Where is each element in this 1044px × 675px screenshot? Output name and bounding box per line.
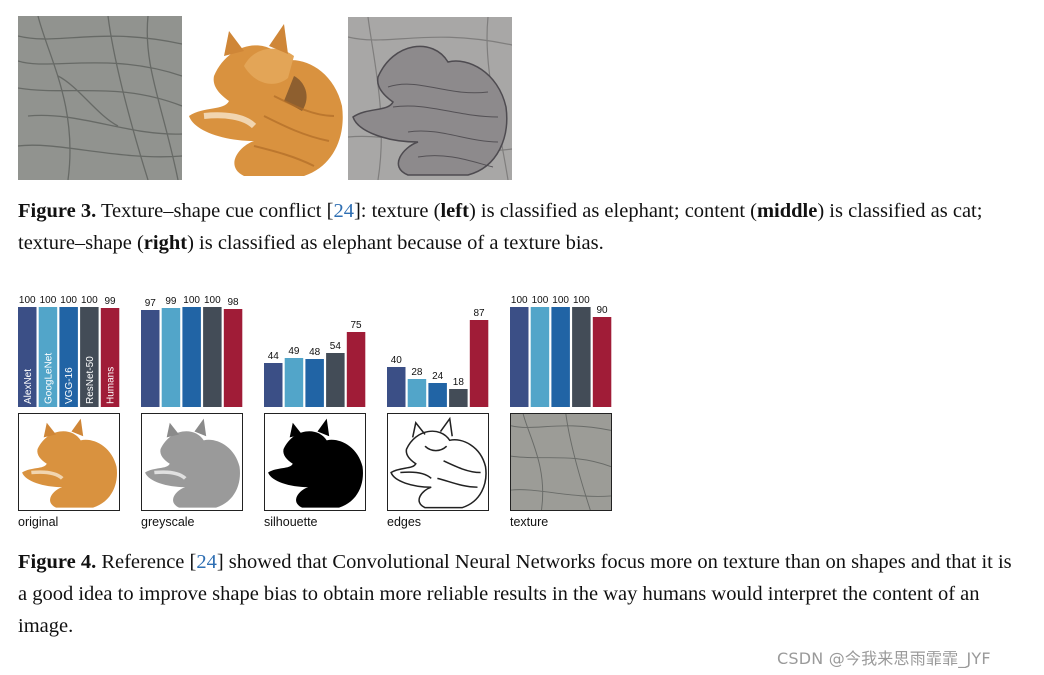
data-label: 49 xyxy=(288,346,300,357)
bar-original-humans xyxy=(100,308,120,407)
bar-edges-resnet-50 xyxy=(449,389,468,407)
bar-greyscale-googlenet xyxy=(161,308,181,407)
bar-original-alexnet xyxy=(18,307,37,407)
reference-link[interactable]: 24 xyxy=(196,551,217,573)
thumbnail-silhouette xyxy=(264,413,366,511)
bar-texture-vgg-16 xyxy=(551,307,570,407)
thumbnail-original xyxy=(18,413,120,511)
data-label: 100 xyxy=(60,295,77,306)
data-label: 98 xyxy=(227,297,239,308)
bar-original-vgg-16 xyxy=(59,307,78,407)
bar-silhouette-humans xyxy=(346,332,366,407)
panel-greyscale: 97 99 100 100 98 greyscale xyxy=(141,285,245,530)
bar-chart-greyscale: 97 99 100 100 98 xyxy=(141,295,243,407)
data-label: 99 xyxy=(104,296,116,307)
data-label: 48 xyxy=(309,347,321,358)
figure-3-label: Figure 3. xyxy=(18,200,97,222)
bar-silhouette-googlenet xyxy=(284,358,304,407)
series-label: ResNet-50 xyxy=(85,356,96,404)
data-label: 100 xyxy=(511,295,528,306)
bar-chart-silhouette: 44 49 48 54 75 xyxy=(264,320,366,407)
data-label: 100 xyxy=(40,295,57,306)
bar-edges-humans xyxy=(469,320,489,407)
bar-edges-vgg-16 xyxy=(428,383,447,407)
figure-4-caption: Figure 4. Reference [24] showed that Con… xyxy=(18,551,1012,637)
data-label: 100 xyxy=(183,295,200,306)
data-label: 18 xyxy=(453,377,465,388)
condition-label: silhouette xyxy=(264,515,318,529)
series-label: VGG-16 xyxy=(64,367,75,404)
bar-texture-humans xyxy=(592,317,612,407)
data-label: 99 xyxy=(165,296,177,307)
data-label: 100 xyxy=(532,295,549,306)
condition-label: texture xyxy=(510,515,549,529)
bar-greyscale-alexnet xyxy=(141,310,160,407)
figure-4-label: Figure 4. xyxy=(18,551,97,573)
panel-original: 100 AlexNet 100 GoogLeNet 100 VGG-16 100 ResNet… xyxy=(18,285,122,530)
data-label: 54 xyxy=(330,341,342,352)
bar-texture-resnet-50 xyxy=(572,307,591,407)
data-label: 100 xyxy=(573,295,590,306)
data-label: 100 xyxy=(552,295,569,306)
series-label: AlexNet xyxy=(23,369,34,404)
data-label: 28 xyxy=(411,367,423,378)
bar-greyscale-resnet-50 xyxy=(203,307,222,407)
data-label: 40 xyxy=(391,355,403,366)
data-label: 90 xyxy=(596,305,608,316)
bar-chart-edges: 40 28 24 18 87 xyxy=(387,308,489,407)
condition-label: edges xyxy=(387,515,422,529)
bar-silhouette-resnet-50 xyxy=(326,353,345,407)
elephant-texture-image xyxy=(18,16,182,180)
bar-silhouette-alexnet xyxy=(264,363,283,407)
data-label: 75 xyxy=(350,320,362,331)
bar-texture-alexnet xyxy=(510,307,529,407)
data-label: 87 xyxy=(473,308,485,319)
data-label: 100 xyxy=(204,295,221,306)
bar-original-resnet-50 xyxy=(80,307,99,407)
thumbnail-edges xyxy=(387,413,489,511)
panel-edges: 40 28 24 18 87 edges xyxy=(387,285,491,530)
data-label: 44 xyxy=(268,351,280,362)
reference-link[interactable]: 24 xyxy=(333,200,354,222)
thumbnail-texture xyxy=(510,413,612,511)
bar-greyscale-humans xyxy=(223,309,243,407)
condition-label: greyscale xyxy=(141,515,195,529)
data-label: 97 xyxy=(145,298,157,309)
bar-edges-googlenet xyxy=(407,379,427,407)
data-label: 24 xyxy=(432,371,444,382)
condition-label: original xyxy=(18,515,59,529)
figure-3-caption: Figure 3. Texture–shape cue conflict [24… xyxy=(18,200,983,254)
data-label: 100 xyxy=(81,295,98,306)
bar-silhouette-vgg-16 xyxy=(305,359,324,407)
bar-original-googlenet xyxy=(38,307,58,407)
series-label: Humans xyxy=(106,367,117,404)
bar-chart-original: 100 AlexNet 100 GoogLeNet 100 VGG-16 100 ResNet… xyxy=(18,295,120,407)
texture-shape-conflict-image xyxy=(348,17,512,180)
bar-greyscale-vgg-16 xyxy=(182,307,201,407)
panel-texture: 100 100 100 100 90 texture xyxy=(510,285,614,530)
watermark: CSDN @今我来思雨霏霏_JYF xyxy=(777,649,991,668)
bar-edges-alexnet xyxy=(387,367,406,407)
data-label: 100 xyxy=(19,295,36,306)
thumbnail-greyscale xyxy=(141,413,243,511)
bar-texture-googlenet xyxy=(530,307,550,407)
cat-content-image xyxy=(184,16,346,180)
series-label: GoogLeNet xyxy=(43,353,54,404)
panel-silhouette: 44 49 48 54 75 silhouette xyxy=(264,285,368,530)
